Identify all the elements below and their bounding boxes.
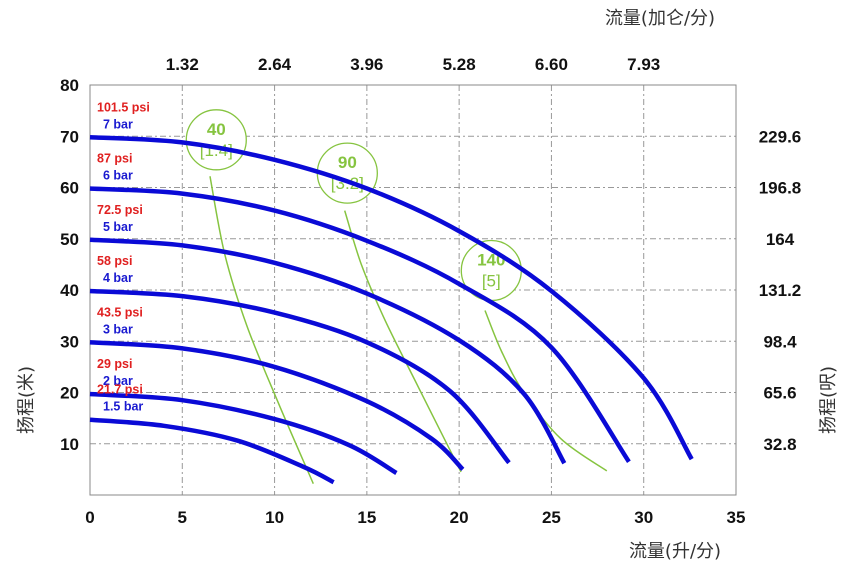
grid [90,85,736,495]
ticks: 0 5 10 15 20 25 30 35 10 20 30 40 50 60 70 80 1.32 2.64 3.… [60,55,801,527]
psi-label: 101.5 psi [97,100,150,114]
air-curve-90 [343,210,462,473]
psi-label: 72.5 psi [97,203,143,217]
air-curve-label: 40 [207,120,226,139]
y-tick-label: 50 [60,230,79,249]
x-tick-label: 10 [265,508,284,527]
x-axis-title: 流量(升/分) [629,541,721,562]
x2-tick-label: 7.93 [627,55,660,74]
x-tick-label: 30 [634,508,653,527]
x-tick-label: 20 [450,508,469,527]
y2-tick-label: 131.2 [759,281,802,300]
y2-tick-label: 229.6 [759,127,802,146]
bar-label: 7 bar [103,117,133,131]
x-tick-label: 15 [357,508,376,527]
psi-label: 87 psi [97,152,132,166]
y2-tick-label: 164 [766,230,795,249]
x-tick-label: 25 [542,508,561,527]
plot-frame [89,84,737,496]
y2-tick-label: 196.8 [759,179,802,198]
x2-tick-label: 2.64 [258,55,292,74]
pressure-curve-2-bar [89,391,398,475]
air-consumption-curves: 40[1.4]90[3.2]140[5] [185,109,608,484]
y2-tick-label: 65.6 [763,384,796,403]
psi-label: 58 psi [97,254,132,268]
bar-label: 5 bar [103,220,133,234]
bar-label: 4 bar [103,271,133,285]
y2-tick-label: 32.8 [763,435,796,454]
x-tick-label: 35 [727,508,746,527]
air-curve-sublabel: [5] [482,272,501,291]
y-tick-label: 20 [60,384,79,403]
x2-tick-label: 5.28 [443,55,476,74]
x2-tick-label: 6.60 [535,55,568,74]
pressure-curve-1.5-bar [89,417,335,485]
air-curve-40 [209,176,314,484]
y-tick-label: 10 [60,435,79,454]
x2-tick-label: 1.32 [166,55,199,74]
bar-label: 2 bar [103,374,133,388]
air-curve-label-circle [185,109,247,171]
y-tick-label: 70 [60,127,79,146]
y-tick-label: 60 [60,179,79,198]
y2-axis-title: 扬程(呎) [818,366,839,434]
y-tick-label: 30 [60,332,79,351]
pressure-curves [89,135,694,485]
x2-tick-label: 3.96 [350,55,383,74]
pressure-curve-7-bar [89,135,694,461]
bar-label: 6 bar [103,169,133,183]
y-tick-label: 80 [60,76,79,95]
psi-label: 21.7 psi [97,383,143,397]
x-tick-label: 5 [178,508,187,527]
psi-label: 29 psi [97,357,132,371]
pressure-curve-6-bar [89,186,631,463]
psi-label: 43.5 psi [97,305,143,319]
y-tick-label: 40 [60,281,79,300]
y-axis-title: 扬程(米) [16,366,37,434]
bar-label: 1.5 bar [103,400,143,414]
air-curve-140 [484,310,608,472]
pressure-curve-5-bar [89,237,567,465]
bar-label: 3 bar [103,322,133,336]
labels: 101.5 psi 7 bar 87 psi 6 bar 72.5 psi 5 bar 58… [97,100,150,413]
x-tick-label: 0 [85,508,94,527]
y2-tick-label: 98.4 [763,332,797,351]
pressure-curve-4-bar [89,288,511,465]
air-curve-label: 90 [338,153,357,172]
x2-axis-title: 流量(加仑/分) [605,8,715,29]
pressure-curve-3-bar [89,340,465,472]
